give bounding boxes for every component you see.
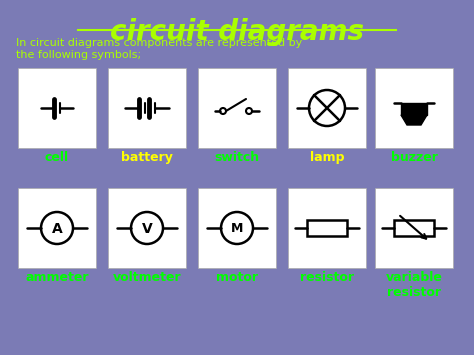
Text: resistor: resistor: [300, 271, 354, 284]
Bar: [375, 68, 453, 148]
Text: M: M: [231, 223, 243, 235]
Text: A: A: [52, 222, 63, 236]
Bar: [394, 220, 434, 236]
Text: ammeter: ammeter: [25, 271, 89, 284]
Bar: [198, 188, 276, 268]
Text: battery: battery: [121, 151, 173, 164]
Text: In circuit diagrams components are represented by
the following symbols;: In circuit diagrams components are repre…: [16, 38, 302, 60]
Text: motor: motor: [216, 271, 258, 284]
Text: circuit diagrams: circuit diagrams: [110, 18, 364, 46]
Text: switch: switch: [214, 151, 260, 164]
Text: variable
resistor: variable resistor: [385, 271, 442, 299]
Text: buzzer: buzzer: [391, 151, 438, 164]
Bar: [288, 68, 366, 148]
Bar: [375, 188, 453, 268]
Text: lamp: lamp: [310, 151, 344, 164]
Bar: [307, 220, 347, 236]
Bar: [18, 188, 96, 268]
Text: voltmeter: voltmeter: [113, 271, 182, 284]
Bar: [108, 68, 186, 148]
Text: cell: cell: [45, 151, 69, 164]
Bar: [108, 188, 186, 268]
Polygon shape: [401, 115, 427, 125]
Bar: [288, 188, 366, 268]
Bar: [401, 103, 427, 115]
Text: V: V: [142, 222, 152, 236]
Bar: [18, 68, 96, 148]
Bar: [198, 68, 276, 148]
